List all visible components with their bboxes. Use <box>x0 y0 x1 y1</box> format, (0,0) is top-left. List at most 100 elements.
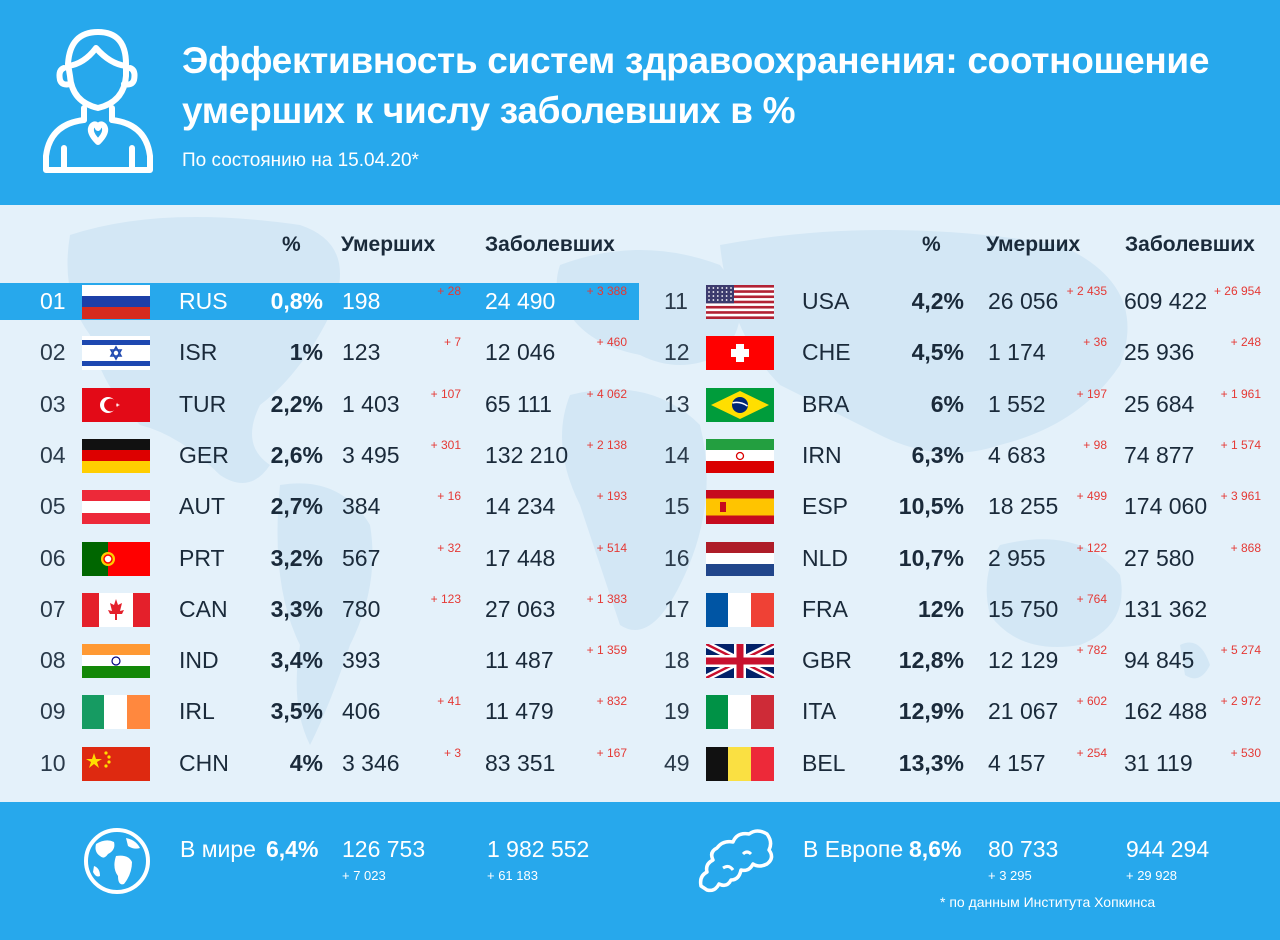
europe-cases-delta: + 29 928 <box>1126 868 1177 883</box>
rank-number: 03 <box>40 390 66 417</box>
country-code: GER <box>179 441 229 468</box>
flag-tur-icon <box>82 387 150 422</box>
world-cases-delta: + 61 183 <box>487 868 538 883</box>
footer-summary: В мире 6,4% 126 753 + 7 023 1 982 552 + … <box>0 802 1280 940</box>
deaths-delta: + 254 <box>1076 745 1107 760</box>
cases-delta: + 868 <box>1230 540 1261 555</box>
cases-count: 11 487 <box>485 647 554 674</box>
country-code: NLD <box>802 544 849 571</box>
country-code: PRT <box>179 544 225 571</box>
cases-count: 609 422 <box>1124 288 1208 314</box>
europe-cases: 944 294 <box>1126 836 1210 862</box>
deaths-delta: + 197 <box>1076 386 1107 401</box>
deaths-count: 780 <box>342 595 381 622</box>
flag-irn-icon <box>706 438 774 473</box>
death-rate-pct: 1% <box>289 339 323 366</box>
cases-delta: + 530 <box>1230 745 1261 760</box>
country-row-right: 11 USA 4,2% 26 056 + 2 435 609 422 + 26 954 <box>0 276 1280 327</box>
deaths-count: 26 056 <box>988 288 1059 314</box>
deaths-count: 393 <box>342 647 381 674</box>
country-code: ESP <box>802 493 849 520</box>
country-code: TUR <box>179 390 227 417</box>
deaths-count: 12 129 <box>988 647 1059 674</box>
death-rate-pct: 2,6% <box>270 441 323 468</box>
header: Эффективность систем здравоохранения: со… <box>0 0 1280 205</box>
flag-rus-icon <box>82 285 150 319</box>
rank-number: 09 <box>40 698 66 725</box>
deaths-count: 406 <box>342 698 381 725</box>
country-row-left: 03 TUR 2,2% 1 403 + 107 65 111 + 4 062 <box>0 379 1280 430</box>
cases-count: 74 877 <box>1124 441 1195 468</box>
country-code: RUS <box>179 288 228 314</box>
cases-delta: + 5 274 <box>1220 643 1261 658</box>
deaths-count: 21 067 <box>988 698 1059 725</box>
deaths-delta: + 36 <box>1083 335 1107 350</box>
country-code: ITA <box>802 698 837 725</box>
rank-number: 18 <box>664 647 690 674</box>
country-row-right: 14 IRN 6,3% 4 683 + 98 74 877 + 1 574 <box>0 430 1280 481</box>
cases-count: 25 936 <box>1124 339 1195 366</box>
rank-number: 12 <box>664 339 690 366</box>
source-note: * по данным Института Хопкинса <box>940 894 1156 910</box>
rank-number: 17 <box>664 595 690 622</box>
cases-delta: + 460 <box>596 335 627 350</box>
deaths-delta: + 98 <box>1083 437 1107 452</box>
death-rate-pct: 4,2% <box>911 288 964 314</box>
deaths-delta: + 764 <box>1076 591 1107 606</box>
flag-che-icon <box>706 336 774 371</box>
death-rate-pct: 12% <box>917 595 964 622</box>
deaths-count: 384 <box>342 493 381 520</box>
europe-map-icon <box>698 829 774 893</box>
world-pct: 6,4% <box>266 836 319 862</box>
country-row-left: 07 CAN 3,3% 780 + 123 27 063 + 1 383 <box>0 584 1280 635</box>
country-code: ISR <box>179 339 218 366</box>
cases-delta: + 248 <box>1230 335 1261 350</box>
death-rate-pct: 2,7% <box>270 493 323 520</box>
deaths-count: 3 495 <box>342 441 400 468</box>
cases-delta: + 1 359 <box>586 643 627 658</box>
country-code: BEL <box>802 749 846 776</box>
deaths-count: 3 346 <box>342 749 400 776</box>
rank-number: 16 <box>664 544 690 571</box>
cases-delta: + 193 <box>596 489 627 504</box>
col-header-deaths-right: Умерших <box>986 233 1081 256</box>
col-header-deaths-left: Умерших <box>341 233 436 256</box>
rank-number: 07 <box>40 595 66 622</box>
country-code: IND <box>179 647 219 674</box>
cases-count: 27 580 <box>1124 544 1195 571</box>
globe-icon <box>84 828 150 894</box>
death-rate-pct: 10,5% <box>898 493 964 520</box>
flag-gbr-icon <box>706 644 774 679</box>
country-row-left: 02 ISR 1% 123 + 7 12 046 + 460 <box>0 327 1280 378</box>
rank-number: 06 <box>40 544 66 571</box>
deaths-count: 1 403 <box>342 390 400 417</box>
country-code: IRN <box>802 441 842 468</box>
rank-number: 08 <box>40 647 66 674</box>
flag-prt-icon <box>82 541 150 576</box>
death-rate-pct: 3,2% <box>270 544 323 571</box>
deaths-delta: + 2 435 <box>1066 284 1107 298</box>
deaths-count: 123 <box>342 339 381 366</box>
country-row-left: 10 CHN 4% 3 346 + 3 83 351 + 167 <box>0 738 1280 789</box>
death-rate-pct: 6% <box>930 390 964 417</box>
cases-delta: + 3 961 <box>1220 489 1261 504</box>
deaths-delta: + 41 <box>437 694 461 709</box>
flag-aut-icon <box>82 490 150 525</box>
deaths-delta: + 782 <box>1076 643 1107 658</box>
deaths-delta: + 107 <box>430 386 461 401</box>
country-row-right: 15 ESP 10,5% 18 255 + 499 174 060 + 3 961 <box>0 481 1280 532</box>
country-code: AUT <box>179 493 225 520</box>
flag-ind-icon <box>82 644 150 679</box>
country-row-right: 18 GBR 12,8% 12 129 + 782 94 845 + 5 274 <box>0 635 1280 686</box>
cases-count: 94 845 <box>1124 647 1195 674</box>
person-heart-icon <box>43 29 153 173</box>
cases-count: 24 490 <box>485 288 556 314</box>
cases-delta <box>1181 592 1261 606</box>
flag-isr-icon <box>82 336 150 371</box>
death-rate-pct: 6,3% <box>911 441 964 468</box>
cases-delta: + 2 138 <box>586 437 627 452</box>
deaths-delta: + 123 <box>430 591 461 606</box>
world-deaths: 126 753 <box>342 836 426 862</box>
world-deaths-delta: + 7 023 <box>342 868 386 883</box>
rank-number: 02 <box>40 339 66 366</box>
